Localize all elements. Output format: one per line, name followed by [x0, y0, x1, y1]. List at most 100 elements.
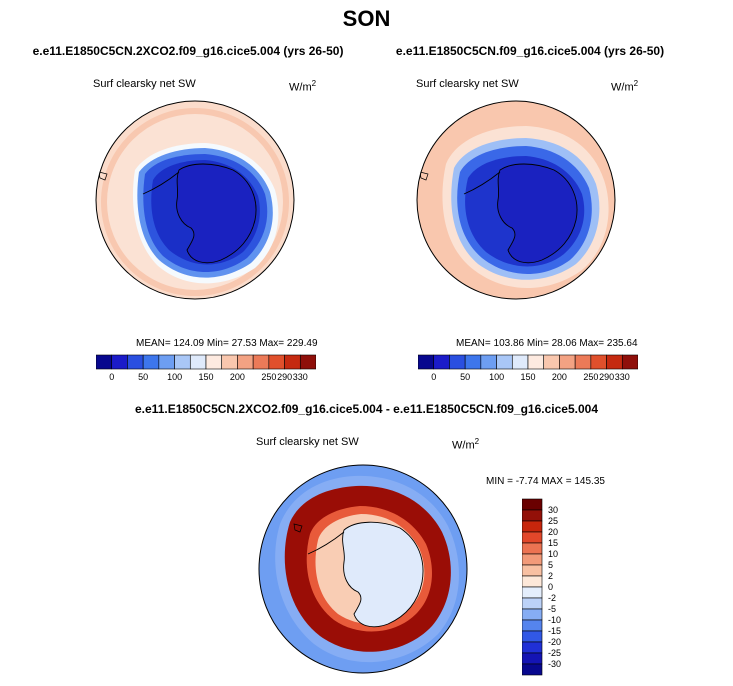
panel2-colorbar-swatch-13	[621, 354, 638, 370]
panel2-colorbar-swatch-6	[511, 354, 529, 370]
panel2-peninsula-coastline	[463, 171, 501, 195]
panel2-colorbar-swatch-1	[433, 354, 450, 370]
panel1-colorbar-swatch-4	[158, 354, 175, 370]
panel2-colorbar-swatch-10	[574, 354, 592, 370]
panel1-colorbar-swatch-10	[252, 354, 270, 370]
panel2-antarctica-coastline	[497, 163, 578, 264]
panel1-colorbar-labels-tick-2: 100	[167, 372, 182, 382]
panel2-colorbar-swatch-5	[496, 354, 513, 370]
panel3-colorbar-tick-13: -25	[548, 648, 561, 658]
panel1-colorbar-swatch-13	[299, 354, 316, 370]
panel2-colorbar-swatch-9	[559, 354, 576, 370]
panel1-colorbar-swatch-9	[237, 354, 254, 370]
panel1-colorbar-swatch-5	[174, 354, 191, 370]
panel3-colorbar-swatch-5	[522, 553, 543, 566]
panel2-colorbar-swatch-11	[590, 354, 607, 370]
panel3-colorbar-swatch-6	[522, 564, 543, 577]
panel1-colorbar-swatch-2	[127, 354, 144, 370]
panel2-colorbar-swatch-7	[527, 354, 545, 370]
panel1-stats: MEAN= 124.09 Min= 27.53 Max= 229.49	[136, 338, 318, 349]
panel2-colorbar-swatch-8	[543, 354, 560, 370]
panel3-colorbar-tick-6: 2	[548, 571, 553, 581]
panel2-colorbar	[418, 354, 638, 370]
panel3-south-america-coastline	[293, 523, 303, 533]
panel3-colorbar-swatch-11	[522, 619, 543, 632]
panel2-colorbar-swatch-12	[606, 354, 623, 370]
panel1-antarctica-coastline	[176, 163, 257, 264]
panel2-colorbar-swatch-0	[418, 354, 435, 370]
panel1-colorbar-labels-tick-1: 50	[138, 372, 148, 382]
panel2-polar-map	[416, 100, 616, 300]
panel3-colorbar-swatch-14	[522, 652, 543, 665]
panel2-colorbar-labels-tick-4: 200	[552, 372, 567, 382]
panel2-south-america-coastline	[419, 171, 429, 181]
panel3-antarctica-coastline	[342, 521, 424, 628]
panel3-polar-map	[258, 464, 468, 674]
panel3-colorbar-swatch-9	[522, 597, 543, 610]
panel2-stats: MEAN= 103.86 Min= 28.06 Max= 235.64	[456, 338, 638, 349]
panel1-units: W/m2	[289, 79, 317, 94]
panel3-colorbar-tick-11: -15	[548, 626, 561, 636]
panel3-case-title: e.e11.E1850C5CN.2XCO2.f09_g16.cice5.004 …	[135, 402, 598, 416]
panel3-colorbar-tick-9: -5	[548, 604, 556, 614]
panel1-colorbar-labels-tick-5: 250	[261, 372, 276, 382]
panel1-colorbar-labels-tick-6: 290	[277, 372, 292, 382]
panel1-colorbar-swatch-3	[142, 354, 160, 370]
panel2-variable-label: Surf clearsky net SW	[416, 78, 519, 90]
panel1-colorbar-labels-tick-7: 330	[293, 372, 308, 382]
panel3-colorbar-swatch-15	[522, 663, 543, 676]
panel1-colorbar-swatch-8	[221, 354, 238, 370]
panel3-units: W/m2	[452, 437, 480, 452]
panel2-case-title: e.e11.E1850C5CN.f09_g16.cice5.004 (yrs 2…	[395, 44, 665, 58]
panel3-colorbar-tick-12: -20	[548, 637, 561, 647]
panel2-colorbar-labels-tick-6: 290	[599, 372, 614, 382]
panel1-colorbar-swatch-7	[205, 354, 223, 370]
panel1-colorbar	[96, 354, 316, 370]
panel2-units: W/m2	[611, 79, 639, 94]
panel3-colorbar-swatch-10	[522, 608, 543, 621]
panel1-case-title: e.e11.E1850C5CN.2XCO2.f09_g16.cice5.004 …	[32, 44, 344, 58]
panel1-colorbar-swatch-1	[111, 354, 128, 370]
panel3-colorbar-swatch-1	[522, 509, 543, 522]
panel2-colorbar-swatch-4	[480, 354, 497, 370]
panel3-colorbar-swatch-3	[522, 531, 543, 544]
panel3-variable-label: Surf clearsky net SW	[256, 436, 359, 448]
panel3-colorbar-tick-10: -10	[548, 615, 561, 625]
panel1-south-america-coastline	[98, 171, 108, 181]
panel1-colorbar-swatch-0	[96, 354, 113, 370]
panel2-colorbar-labels-tick-3: 150	[520, 372, 535, 382]
panel3-colorbar-tick-4: 10	[548, 549, 558, 559]
panel3-colorbar-tick-2: 20	[548, 527, 558, 537]
panel3-colorbar-tick-1: 25	[548, 516, 558, 526]
panel2-colorbar-swatch-2	[449, 354, 466, 370]
panel3-colorbar-swatch-13	[522, 641, 543, 654]
panel1-colorbar-labels-tick-4: 200	[230, 372, 245, 382]
panel2-colorbar-labels-tick-0: 0	[431, 372, 436, 382]
panel2-colorbar-labels: 0 50 100 150 200 250 290 330	[431, 372, 630, 382]
panel1-peninsula-coastline	[142, 171, 180, 195]
panel3-colorbar-tick-0: 30	[548, 505, 558, 515]
panel3-colorbar-tick-7: 0	[548, 582, 553, 592]
panel2-colorbar-swatch-3	[464, 354, 482, 370]
panel1-colorbar-labels-tick-0: 0	[109, 372, 114, 382]
panel2-colorbar-labels-tick-2: 100	[489, 372, 504, 382]
panel3-colorbar-swatch-2	[522, 520, 543, 533]
panel2-colorbar-labels-tick-7: 330	[615, 372, 630, 382]
panel1-colorbar-swatch-12	[284, 354, 301, 370]
panel3-colorbar-swatch-4	[522, 542, 543, 555]
panel3-colorbar-tick-14: -30	[548, 659, 561, 669]
panel1-colorbar-swatch-6	[189, 354, 207, 370]
panel1-polar-map	[95, 100, 295, 300]
panel1-colorbar-labels-tick-3: 150	[198, 372, 213, 382]
figure-title: SON	[342, 6, 391, 31]
panel3-peninsula-coastline	[307, 531, 345, 555]
panel3-colorbar-tick-8: -2	[548, 593, 556, 603]
panel1-variable-label: Surf clearsky net SW	[93, 78, 196, 90]
panel3-colorbar-swatch-0	[522, 498, 543, 511]
panel2-colorbar-labels-tick-5: 250	[583, 372, 598, 382]
panel3-colorbar-swatch-12	[522, 630, 543, 643]
panel2-colorbar-labels-tick-1: 50	[460, 372, 470, 382]
panel1-colorbar-labels: 0 50 100 150 200 250 290 330	[109, 372, 308, 382]
panel3-stats: MIN = -7.74 MAX = 145.35	[486, 476, 605, 487]
